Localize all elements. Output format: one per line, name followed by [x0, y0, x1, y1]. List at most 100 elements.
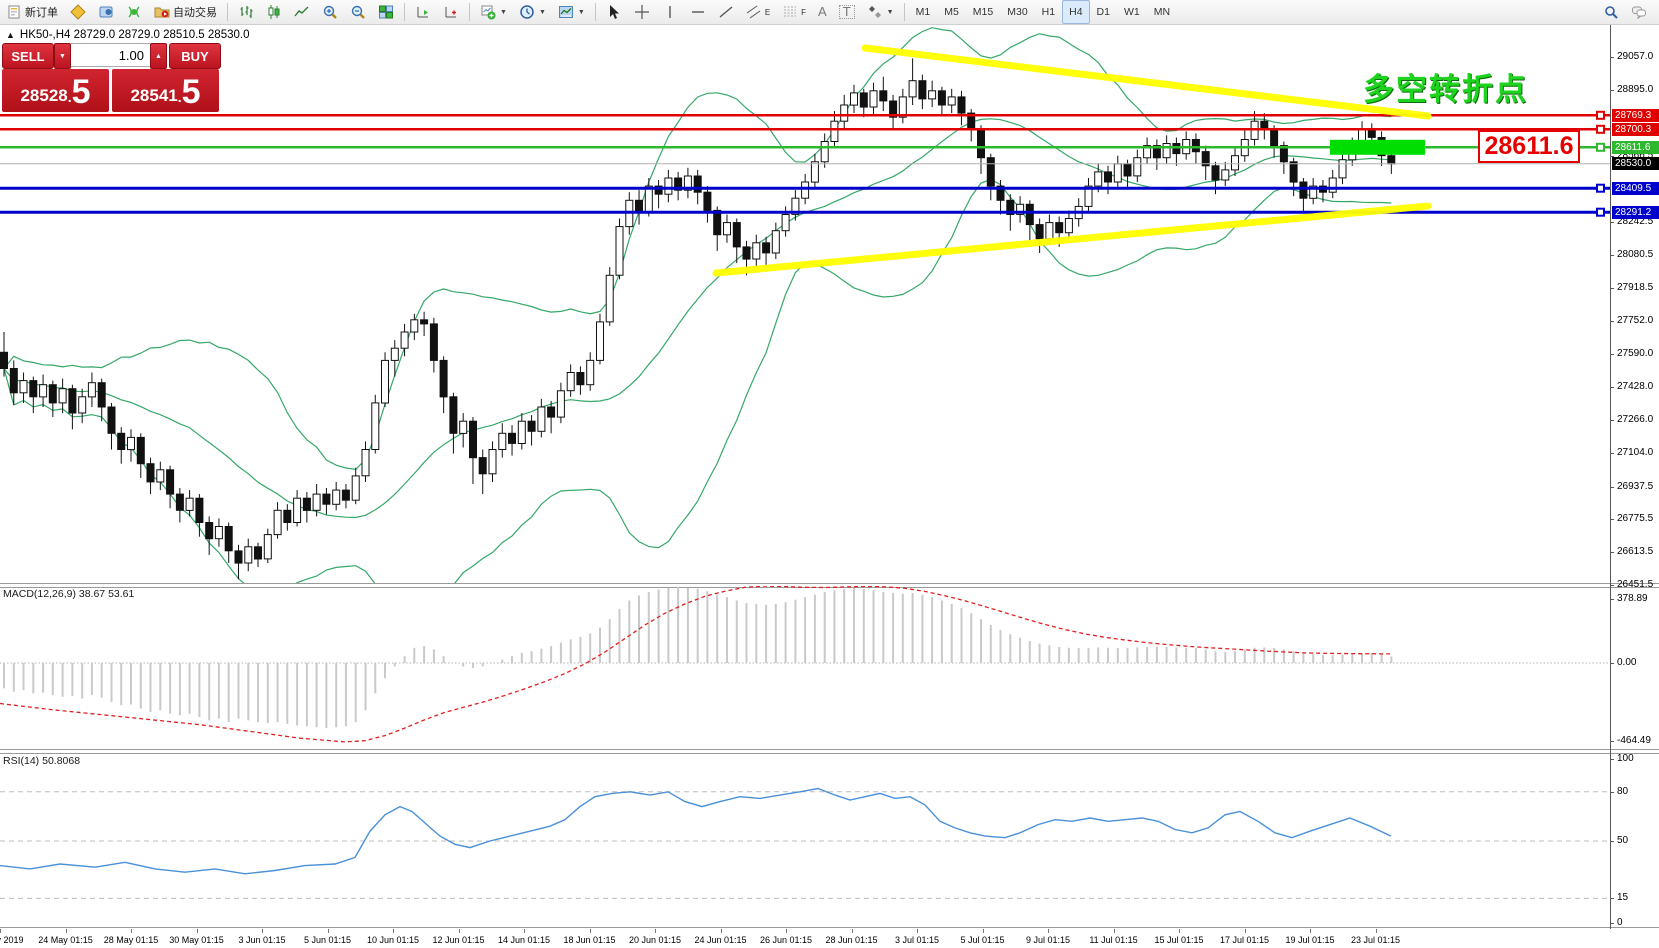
- time-label: 3 Jul 01:15: [894, 935, 940, 945]
- time-tick: [327, 929, 329, 933]
- volume-decrease-button[interactable]: ▼: [54, 43, 71, 69]
- time-tick: [262, 929, 263, 933]
- timeframe-button-m1[interactable]: M1: [915, 6, 931, 18]
- templates-button[interactable]: ▼: [552, 0, 591, 24]
- candlestick-button[interactable]: [260, 0, 288, 24]
- panel-separator[interactable]: [0, 749, 1659, 754]
- timeframe-button-m5[interactable]: M5: [944, 6, 959, 18]
- axis-tick: [1610, 741, 1614, 742]
- sell-button-label: SELL: [11, 48, 45, 64]
- timeframe-button-h1[interactable]: H1: [1041, 6, 1056, 18]
- buy-price[interactable]: 28541. 5: [112, 69, 219, 112]
- axis-tick-label: 27266.0: [1617, 414, 1654, 425]
- axis-tick: [1610, 841, 1614, 842]
- zoom-in-button[interactable]: [316, 0, 344, 24]
- text-button[interactable]: A: [812, 0, 833, 24]
- rsi-label: RSI(14) 50.8068: [3, 755, 80, 767]
- timeframe-button-m30[interactable]: M30: [1007, 6, 1028, 18]
- chat-button[interactable]: [1625, 0, 1653, 24]
- rsi-axis-label: 80: [1617, 786, 1629, 797]
- cursor-icon: [609, 5, 619, 19]
- sell-price[interactable]: 28528. 5: [2, 69, 109, 112]
- trendline-button[interactable]: [712, 0, 740, 24]
- macd-panel[interactable]: [0, 585, 1610, 750]
- timeframe-button-w1[interactable]: W1: [1123, 6, 1140, 18]
- equidistant-channel-button[interactable]: E: [740, 0, 776, 24]
- auto-scroll-button[interactable]: [409, 0, 437, 24]
- axis-tick-label: 28895.0: [1617, 84, 1654, 95]
- time-tick: [589, 929, 591, 933]
- time-label: 15 Jul 01:15: [1154, 935, 1204, 945]
- price-chart[interactable]: [0, 25, 1610, 627]
- time-label: 2 May 2019: [0, 935, 24, 945]
- time-label: 11 Jul 01:15: [1089, 935, 1138, 945]
- sell-button[interactable]: SELL: [2, 43, 54, 69]
- fibonacci-button[interactable]: F: [776, 0, 812, 24]
- rsi-panel[interactable]: [0, 753, 1610, 927]
- toolbar-separator: [469, 3, 470, 21]
- time-tick: [196, 929, 198, 933]
- vertical-line-button[interactable]: [656, 0, 684, 24]
- horizontal-line-button[interactable]: [684, 0, 712, 24]
- fibonacci-icon: [784, 6, 797, 17]
- axis-tick: [1610, 90, 1614, 91]
- volume-increase-button[interactable]: ▲: [150, 43, 167, 69]
- buy-price-dot: .: [177, 89, 182, 105]
- zoom-out-button[interactable]: [344, 0, 372, 24]
- signals-button[interactable]: [120, 0, 148, 24]
- zoom-in-icon: [323, 5, 337, 19]
- axis-tick: [1610, 321, 1614, 322]
- timeframe-button-d1[interactable]: D1: [1096, 6, 1110, 18]
- text-label-button[interactable]: T: [833, 0, 861, 24]
- time-label: 14 Jun 01:15: [497, 935, 551, 945]
- auto-trading-label: 自动交易: [173, 7, 217, 19]
- axis-tick-label: 28566.5: [1617, 150, 1654, 161]
- axis-tick: [1610, 585, 1614, 586]
- market-watch-icon: [70, 4, 86, 20]
- fib-tag: F: [801, 7, 807, 17]
- axis-tick-label: 28080.5: [1617, 249, 1654, 260]
- shapes-button[interactable]: ▼: [861, 0, 900, 24]
- time-tick: [393, 929, 394, 933]
- auto-trading-button[interactable]: 自动交易: [148, 0, 223, 24]
- data-window-button[interactable]: [92, 0, 120, 24]
- time-axis[interactable]: 2 May 2019 24 May 01:15 28 May 01:15 30 May…: [0, 929, 1610, 948]
- new-order-button[interactable]: 新订单: [0, 0, 64, 24]
- tile-windows-button[interactable]: [372, 0, 400, 24]
- chart-shift-button[interactable]: [437, 0, 465, 24]
- time-label: 24 May 01:15: [38, 935, 93, 945]
- time-label: 9 Jul 01:15: [1025, 935, 1071, 945]
- time-tick: [524, 929, 525, 933]
- sell-price-pip: 5: [71, 73, 91, 111]
- bar-chart-icon: [240, 6, 253, 18]
- toolbar-separator: [903, 3, 905, 21]
- axis-tick: [1610, 487, 1614, 488]
- price-line-label: 28530.0: [1612, 157, 1659, 170]
- search-button[interactable]: [1597, 0, 1625, 24]
- timeframe-button-m15[interactable]: M15: [972, 6, 994, 18]
- buy-price-main: 28541: [130, 86, 178, 105]
- volume-input[interactable]: [71, 43, 150, 67]
- one-click-trading-panel: SELL ▼ ▲ BUY 28528.5 28541.5: [2, 43, 221, 112]
- rsi-value: 50.8068: [42, 755, 81, 767]
- bar-chart-button[interactable]: [232, 0, 260, 24]
- buy-button[interactable]: BUY: [169, 43, 221, 69]
- timeframe-button-h4[interactable]: H4: [1062, 0, 1090, 24]
- rsi-axis-label: 100: [1617, 753, 1634, 764]
- crosshair-button[interactable]: [628, 0, 656, 24]
- line-chart-button[interactable]: [288, 0, 316, 24]
- axis-tick-label: 26451.5: [1617, 579, 1654, 590]
- collapse-panel-icon[interactable]: ▲: [6, 30, 15, 40]
- periodicity-button[interactable]: ▼: [513, 0, 552, 24]
- dropdown-arrow-icon: ▼: [886, 8, 894, 16]
- toolbar-separator: [227, 3, 228, 21]
- timeframe-group: M1 M5 M15 M30 H1 H4 D1 W1 MN: [909, 0, 1177, 24]
- rsi-axis-label: 0: [1617, 917, 1623, 928]
- market-watch-button[interactable]: [64, 0, 92, 24]
- candlestick-icon: [268, 5, 280, 19]
- cursor-button[interactable]: [600, 0, 628, 24]
- timeframe-button-mn[interactable]: MN: [1153, 6, 1171, 18]
- new-chart-button[interactable]: ▼: [474, 0, 513, 24]
- axis-tick: [1610, 288, 1614, 289]
- time-tick: [458, 929, 460, 933]
